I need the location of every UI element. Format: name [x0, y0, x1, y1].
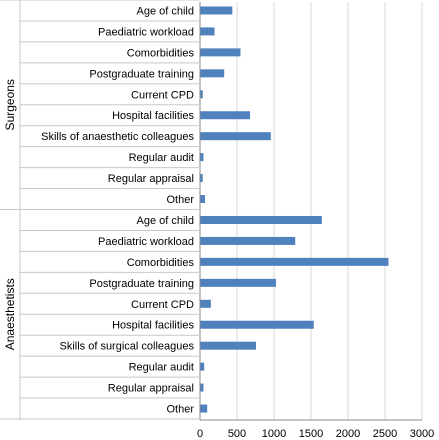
category-label: Postgraduate training	[89, 68, 194, 80]
bar	[200, 27, 215, 36]
category-label: Current CPD	[131, 89, 194, 101]
bar	[200, 236, 296, 245]
x-tick-label: 500	[228, 428, 246, 440]
bar	[200, 341, 256, 350]
category-label: Regular appraisal	[108, 173, 194, 185]
bar	[200, 48, 241, 57]
category-label: Hospital facilities	[112, 320, 194, 332]
bar	[200, 215, 322, 224]
category-label: Comorbidities	[127, 257, 195, 269]
x-tick-label: 3000	[410, 428, 434, 440]
bar	[200, 195, 205, 204]
x-tick-label: 1000	[262, 428, 286, 440]
bar	[200, 383, 204, 392]
category-label: Paediatric workload	[98, 236, 194, 248]
x-tick-label: 2000	[336, 428, 360, 440]
bar	[200, 299, 211, 308]
category-labels: Age of child Paediatric workload Comorbidi…	[41, 5, 194, 415]
category-label: Current CPD	[131, 299, 194, 311]
bar	[200, 132, 271, 141]
category-label: Hospital facilities	[112, 110, 194, 122]
bar	[200, 6, 233, 15]
x-tick-label: 1500	[299, 428, 323, 440]
category-label: Age of child	[137, 5, 194, 17]
bar	[200, 69, 225, 78]
category-label: Paediatric workload	[98, 26, 194, 38]
bar	[200, 362, 205, 371]
category-label: Other	[166, 194, 194, 206]
bar	[200, 174, 203, 183]
gridlines	[199, 2, 423, 420]
x-tick-label: 0	[197, 428, 203, 440]
bar	[200, 320, 314, 329]
category-label: Skills of anaesthetic colleagues	[41, 131, 194, 143]
group-label: Surgeons	[3, 79, 17, 130]
category-label: Regular audit	[129, 152, 194, 164]
bar	[200, 111, 251, 120]
group-labels: Surgeons Anaesthetists	[3, 79, 17, 350]
bar	[200, 257, 389, 266]
category-label: Other	[166, 404, 194, 416]
x-tick-label: 2500	[373, 428, 397, 440]
axes	[0, 0, 422, 421]
bar	[200, 153, 204, 162]
bar	[200, 278, 276, 287]
bar	[200, 90, 203, 99]
bars	[200, 6, 389, 413]
x-tick-labels: 0 500 1000 1500 2000 2500 3000	[197, 428, 434, 440]
bar	[200, 404, 208, 413]
category-label: Regular audit	[129, 362, 194, 374]
category-label: Age of child	[137, 215, 194, 227]
category-label: Regular appraisal	[108, 383, 194, 395]
category-label: Skills of surgical colleagues	[59, 341, 194, 353]
category-label: Comorbidities	[127, 47, 195, 59]
group-label: Anaesthetists	[3, 278, 17, 350]
category-label: Postgraduate training	[89, 278, 194, 290]
